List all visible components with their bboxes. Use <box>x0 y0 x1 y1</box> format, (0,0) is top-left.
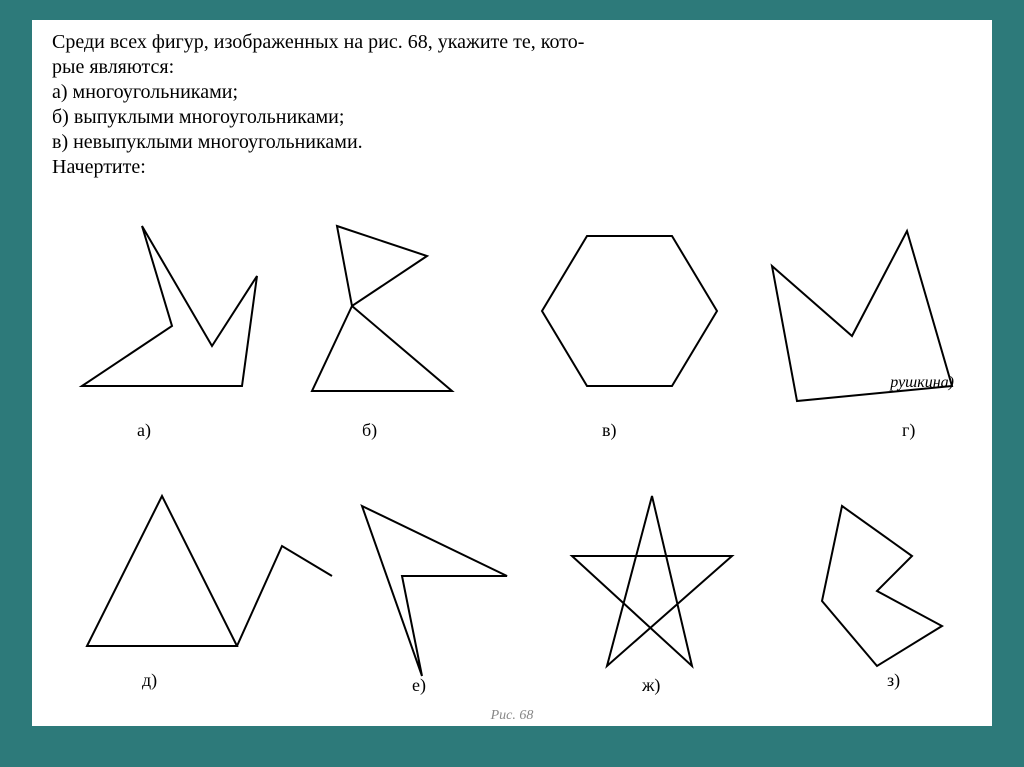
shape-label-g: г) <box>902 420 915 441</box>
shape-d: д) <box>87 496 332 691</box>
question-option-c: в) невыпуклыми многоугольниками. <box>52 130 972 155</box>
shape-v: в) <box>542 236 717 441</box>
shape-b: б) <box>312 226 452 441</box>
shape-label-a: а) <box>137 420 151 441</box>
shape-g: г) <box>772 231 952 441</box>
question-cutoff-line: Начертите: <box>52 155 972 180</box>
shape-z: з) <box>822 506 942 691</box>
shape-label-e: е) <box>412 675 426 696</box>
question-panel: Среди всех фигур, изображенных на рис. 6… <box>32 20 992 188</box>
shape-label-b: б) <box>362 420 377 441</box>
page-root: Среди всех фигур, изображенных на рис. 6… <box>0 0 1024 767</box>
figure-caption: Рис. 68 <box>32 706 992 726</box>
shape-e: е) <box>362 506 507 696</box>
shape-label-zh: ж) <box>641 675 660 696</box>
figure-panel: рушкина) а) б) в) г) д) е) ж) з) <box>32 186 992 706</box>
question-option-a: а) многоугольниками; <box>52 80 972 105</box>
shape-a: а) <box>82 226 257 441</box>
shape-label-d: д) <box>142 670 157 691</box>
shape-zh: ж) <box>572 496 732 696</box>
shape-label-z: з) <box>887 670 900 691</box>
shape-label-v: в) <box>602 420 617 441</box>
corner-text-fragment: рушкина) <box>890 374 954 392</box>
question-option-b: б) выпуклыми многоугольниками; <box>52 105 972 130</box>
figure-svg: а) б) в) г) д) е) ж) з) <box>32 186 992 706</box>
question-line-2: рые являются: <box>52 55 972 80</box>
question-line-1: Среди всех фигур, изображенных на рис. 6… <box>52 30 972 55</box>
